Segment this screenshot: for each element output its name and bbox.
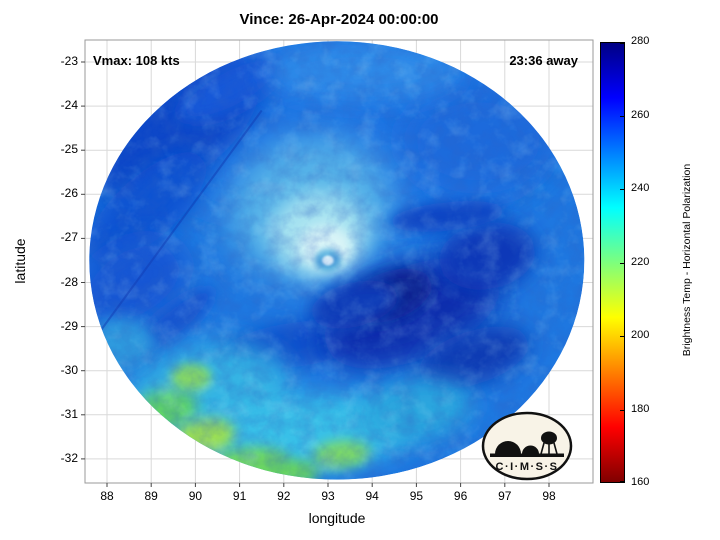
x-tick-label: 97 [498,489,512,503]
colorbar-tick-label: 160 [631,476,650,488]
y-tick-label: -28 [60,274,78,289]
x-tick-label: 98 [542,489,556,503]
water-tower-icon [540,431,558,455]
x-tick-label: 94 [365,489,379,503]
logo-text: C·I·M·S·S [496,461,559,473]
y-tick-label: -30 [60,362,78,377]
x-tick-label: 90 [188,489,203,503]
colorbar-tick-mark [620,481,625,482]
y-tick-label: -25 [60,142,78,157]
x-tick-label: 96 [453,489,468,503]
colorbar-tick-mark [620,409,625,411]
x-tick-label: 91 [232,489,247,503]
y-tick-label: -31 [60,406,78,421]
noise-texture-light [89,41,585,480]
swath-image [89,41,585,480]
plot-title: Vince: 26-Apr-2024 00:00:00 [239,11,439,28]
colorbar-tick-label: 220 [631,255,650,268]
y-tick-label: -27 [60,230,78,245]
x-tick-label: 89 [144,489,158,503]
colorbar-tick-mark [620,336,625,337]
colorbar-tick-label: 260 [631,108,650,121]
colorbar-tick-label: 280 [631,35,650,47]
y-tick-label: -24 [60,98,78,113]
vmax-annotation: Vmax: 108 kts [93,53,180,68]
seam-line [99,109,263,332]
colorbar-tick-label: 180 [631,402,650,415]
cimss-logo: C·I·M·S·S [481,411,573,481]
colorbar-tick-label: 200 [631,329,650,341]
x-tick-label: 95 [409,489,424,503]
y-tick-label: -26 [60,186,78,201]
x-axis-label: longitude [308,510,366,526]
x-tick-label: 93 [321,489,335,503]
y-tick-label: -29 [60,318,78,333]
y-axis-label: latitude [12,238,28,284]
logo-ground [490,453,564,457]
colorbar-label: Brightness Temp - Horizontal Polarizatio… [681,163,693,357]
colorbar-tick-mark [620,115,625,117]
x-tick-label: 88 [100,489,114,503]
colorbar-tick-mark [620,262,625,264]
y-tick-label: -32 [60,450,78,465]
eta-annotation: 23:36 away [509,53,578,68]
colorbar-tick-mark [620,43,625,44]
x-tick-label: 92 [277,489,291,503]
colorbar-tick-label: 240 [631,182,650,194]
radome-icon [495,441,539,454]
plot-border [84,39,594,484]
y-tick-label: -23 [60,54,78,68]
colorbar-tick-mark [620,189,625,190]
logo-circle [481,411,573,481]
